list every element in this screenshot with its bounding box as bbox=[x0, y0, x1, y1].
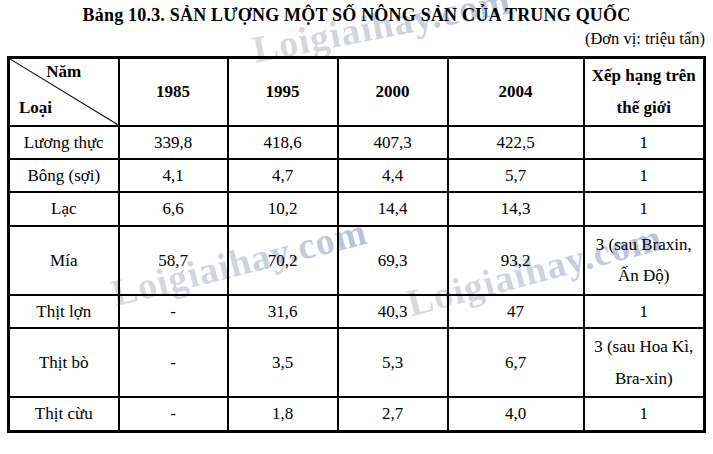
corner-year-label: Năm bbox=[10, 62, 118, 82]
value-cell: 47 bbox=[448, 295, 584, 328]
value-cell: 418,6 bbox=[228, 126, 338, 159]
value-cell: - bbox=[119, 397, 228, 431]
table-row: Lạc 6,6 10,2 14,4 14,3 1 bbox=[9, 192, 705, 225]
table-row: Thịt lợn - 31,6 40,3 47 1 bbox=[9, 295, 705, 328]
rank-cell: 1 bbox=[584, 397, 705, 431]
value-cell: 2,7 bbox=[338, 397, 448, 431]
unit-note: (Đơn vị: triệu tấn) bbox=[0, 29, 713, 49]
table-row: Thịt cừu - 1,8 2,7 4,0 1 bbox=[9, 397, 705, 431]
value-cell: 1,8 bbox=[228, 397, 338, 431]
corner-type-label: Loại bbox=[19, 98, 52, 118]
year-column-header: 2000 bbox=[338, 58, 448, 126]
table-row: Lương thực 339,8 418,6 407,3 422,5 1 bbox=[9, 126, 705, 159]
value-cell: 93,2 bbox=[448, 226, 584, 295]
value-cell: 5,7 bbox=[448, 159, 584, 192]
value-cell: 407,3 bbox=[338, 126, 448, 159]
value-cell: 5,3 bbox=[338, 328, 448, 397]
corner-header-cell: Năm Loại bbox=[9, 58, 119, 126]
rank-cell: 1 bbox=[584, 192, 705, 225]
value-cell: 31,6 bbox=[228, 295, 338, 328]
value-cell: 70,2 bbox=[228, 226, 338, 295]
row-label-cell: Thịt bò bbox=[9, 328, 119, 397]
rank-cell: 3 (sau Hoa Kì, Bra-xin) bbox=[584, 328, 705, 397]
row-label-cell: Thịt cừu bbox=[9, 397, 119, 431]
value-cell: - bbox=[119, 295, 228, 328]
value-cell: 6,7 bbox=[448, 328, 584, 397]
header-row: Năm Loại 1985 1995 2000 2004 Xếp hạng tr… bbox=[9, 58, 705, 126]
rank-cell: 1 bbox=[584, 295, 705, 328]
value-cell: 14,4 bbox=[338, 192, 448, 225]
value-cell: 3,5 bbox=[228, 328, 338, 397]
table-row: Thịt bò - 3,5 5,3 6,7 3 (sau Hoa Kì, Bra… bbox=[9, 328, 705, 397]
year-column-header: 2004 bbox=[448, 58, 584, 126]
value-cell: 339,8 bbox=[119, 126, 228, 159]
value-cell: 4,7 bbox=[228, 159, 338, 192]
row-label-cell: Mía bbox=[9, 226, 119, 295]
production-table: Năm Loại 1985 1995 2000 2004 Xếp hạng tr… bbox=[7, 56, 706, 433]
rank-cell: 1 bbox=[584, 126, 705, 159]
value-cell: - bbox=[119, 328, 228, 397]
value-cell: 4,0 bbox=[448, 397, 584, 431]
rank-cell: 1 bbox=[584, 159, 705, 192]
value-cell: 4,1 bbox=[119, 159, 228, 192]
value-cell: 4,4 bbox=[338, 159, 448, 192]
value-cell: 10,2 bbox=[228, 192, 338, 225]
year-column-header: 1995 bbox=[228, 58, 338, 126]
table-title: Bảng 10.3. SẢN LƯỢNG MỘT SỐ NÔNG SẢN CỦA… bbox=[0, 0, 713, 26]
table-row: Bông (sợi) 4,1 4,7 4,4 5,7 1 bbox=[9, 159, 705, 192]
value-cell: 6,6 bbox=[119, 192, 228, 225]
value-cell: 58,7 bbox=[119, 226, 228, 295]
table-row: Mía 58,7 70,2 69,3 93,2 3 (sau Braxin, Ấ… bbox=[9, 226, 705, 295]
row-label-cell: Lạc bbox=[9, 192, 119, 225]
row-label-cell: Bông (sợi) bbox=[9, 159, 119, 192]
value-cell: 422,5 bbox=[448, 126, 584, 159]
year-column-header: 1985 bbox=[119, 58, 228, 126]
row-label-cell: Thịt lợn bbox=[9, 295, 119, 328]
row-label-cell: Lương thực bbox=[9, 126, 119, 159]
value-cell: 14,3 bbox=[448, 192, 584, 225]
rank-cell: 3 (sau Braxin, Ấn Độ) bbox=[584, 226, 705, 295]
table-figure: Loigiaihay.com Loigiaihay.com Loigiaihay… bbox=[0, 0, 713, 454]
value-cell: 69,3 bbox=[338, 226, 448, 295]
value-cell: 40,3 bbox=[338, 295, 448, 328]
rank-column-header: Xếp hạng trên thế giới bbox=[584, 58, 705, 126]
